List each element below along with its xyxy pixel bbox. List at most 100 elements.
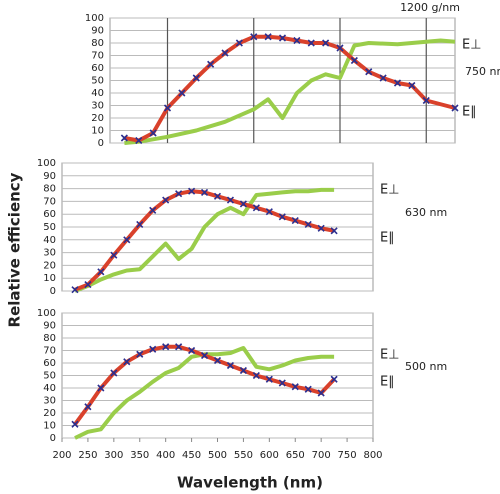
annotation: 500 nm xyxy=(405,360,447,373)
y-tick-label: 20 xyxy=(91,113,104,124)
point-marker xyxy=(408,81,416,90)
series-label: E∥ xyxy=(380,231,395,246)
point-marker xyxy=(265,208,273,216)
x-tick-label: 300 xyxy=(104,450,123,461)
x-tick-label: 200 xyxy=(52,450,71,461)
x-tick-label: 400 xyxy=(156,450,175,461)
point-marker xyxy=(451,104,459,112)
series-label: E∥ xyxy=(462,105,477,120)
point-marker xyxy=(350,56,358,65)
point-marker xyxy=(200,351,209,360)
series-line xyxy=(124,34,456,143)
point-marker xyxy=(336,44,344,52)
point-marker xyxy=(123,236,131,244)
point-marker xyxy=(136,350,144,358)
x-tick-label: 700 xyxy=(312,450,331,461)
point-marker xyxy=(226,361,235,370)
point-marker xyxy=(226,196,235,204)
point-marker xyxy=(304,385,312,393)
point-marker xyxy=(175,190,183,198)
y-tick-label: 40 xyxy=(43,383,56,394)
y-tick-label: 50 xyxy=(43,222,56,233)
y-tick-label: 70 xyxy=(43,346,56,357)
y-tick-label: 30 xyxy=(43,396,56,407)
point-marker xyxy=(149,129,157,137)
y-tick-label: 50 xyxy=(91,76,104,87)
y-tick-label: 20 xyxy=(43,260,56,271)
y-tick-label: 0 xyxy=(50,286,56,297)
point-marker xyxy=(291,383,299,391)
point-marker xyxy=(207,60,215,68)
x-tick-label: 600 xyxy=(260,450,279,461)
point-marker xyxy=(84,403,92,411)
point-marker xyxy=(123,358,131,366)
point-marker xyxy=(149,206,157,214)
point-marker xyxy=(265,375,273,383)
y-tick-label: 20 xyxy=(43,408,56,419)
x-tick-label: 650 xyxy=(286,450,305,461)
point-marker xyxy=(162,196,170,204)
point-marker xyxy=(213,192,222,200)
point-marker xyxy=(239,366,247,375)
x-tick-label: 750 xyxy=(338,450,357,461)
point-marker xyxy=(213,356,222,365)
x-tick-label: 550 xyxy=(234,450,253,461)
y-tick-label: 70 xyxy=(91,51,104,62)
subtitle: 1200 g/nm xyxy=(400,1,460,14)
point-marker xyxy=(422,96,430,105)
y-tick-label: 0 xyxy=(50,433,56,444)
y-tick-label: 40 xyxy=(91,88,104,99)
series-line xyxy=(124,38,456,145)
y-tick-label: 80 xyxy=(43,333,56,344)
point-marker xyxy=(379,74,387,82)
point-marker xyxy=(293,36,301,45)
point-marker xyxy=(317,224,325,232)
y-tick-label: 100 xyxy=(37,158,56,169)
point-marker xyxy=(330,375,338,383)
point-marker xyxy=(317,389,325,397)
point-marker xyxy=(278,213,286,221)
point-marker xyxy=(149,345,157,353)
series-label: E⊥ xyxy=(462,38,482,53)
point-marker xyxy=(163,104,172,112)
point-marker xyxy=(136,220,144,229)
point-marker xyxy=(252,371,260,380)
y-tick-label: 30 xyxy=(43,248,56,259)
x-tick-label: 250 xyxy=(78,450,97,461)
point-marker xyxy=(264,33,272,41)
y-tick-label: 60 xyxy=(43,358,56,369)
annotation: 630 nm xyxy=(405,206,447,219)
y-tick-label: 70 xyxy=(43,196,56,207)
annotation: 750 nm xyxy=(465,65,500,78)
y-tick-label: 60 xyxy=(43,209,56,220)
point-marker xyxy=(135,136,143,145)
x-tick-label: 800 xyxy=(363,450,382,461)
point-marker xyxy=(235,39,243,47)
y-tick-label: 0 xyxy=(98,138,104,149)
point-marker xyxy=(278,379,286,387)
point-marker xyxy=(84,281,92,289)
y-tick-label: 60 xyxy=(91,63,104,74)
point-marker xyxy=(252,204,260,212)
y-tick-label: 80 xyxy=(43,184,56,195)
point-marker xyxy=(110,369,118,377)
x-axis-label: Wavelength (nm) xyxy=(177,474,323,492)
point-marker xyxy=(250,33,258,41)
series-label: E∥ xyxy=(380,375,395,390)
y-tick-label: 30 xyxy=(91,101,104,112)
point-marker xyxy=(188,346,196,355)
point-marker xyxy=(221,49,229,57)
y-tick-label: 90 xyxy=(43,171,56,182)
point-marker xyxy=(97,384,105,392)
y-tick-label: 10 xyxy=(43,273,56,284)
point-marker xyxy=(239,200,247,208)
point-marker xyxy=(393,79,402,87)
point-marker xyxy=(322,39,330,47)
x-tick-label: 450 xyxy=(182,450,201,461)
point-marker xyxy=(175,343,183,351)
point-marker xyxy=(110,251,118,259)
series-label: E⊥ xyxy=(380,183,400,198)
point-marker xyxy=(71,420,79,428)
y-tick-label: 10 xyxy=(91,126,104,137)
